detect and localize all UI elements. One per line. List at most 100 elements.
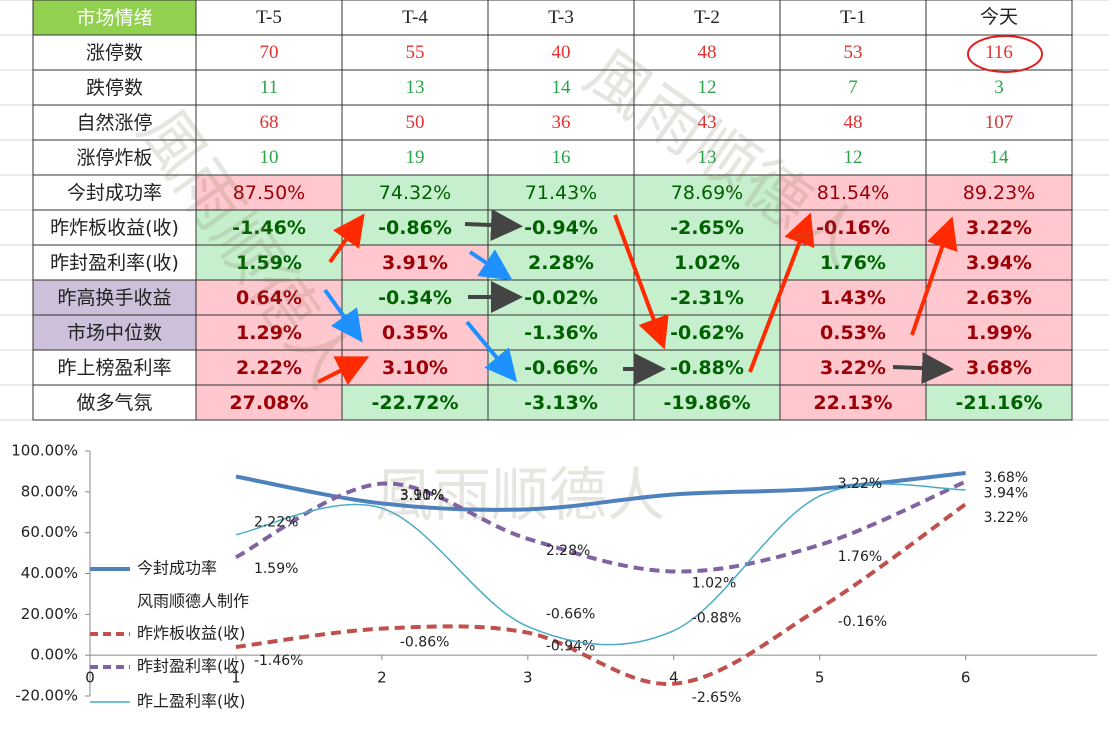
cell: [779, 244, 927, 281]
cell: [925, 174, 1073, 211]
cell: [32, 279, 197, 316]
cell-value: 1.02%: [674, 252, 740, 274]
cell-value: 0.64%: [236, 287, 302, 309]
cell-value: 1.76%: [820, 252, 886, 274]
chart: -20.00% 0.00% 20.00% 40.00% 60.00% 80.00% 100.…: [0, 424, 1109, 741]
watermark: 風雨顺德人: [375, 461, 665, 529]
point-label: 3.68%: [984, 470, 1028, 486]
cell-value: 22.13%: [813, 392, 892, 414]
cell: [487, 384, 635, 421]
cell: [32, 384, 197, 421]
cell-value: 10: [260, 147, 279, 168]
point-label: 2.22%: [254, 515, 298, 531]
header-text: T-4: [402, 7, 428, 28]
cell-value: -0.62%: [670, 322, 744, 344]
x-tick-label: 1: [231, 669, 241, 687]
cell-value: 27.08%: [229, 392, 308, 414]
header-text: T-5: [256, 7, 282, 28]
cell-value: -0.66%: [524, 357, 598, 379]
cell-value: 16: [552, 147, 571, 168]
y-tick-label: 80.00%: [21, 482, 78, 500]
cell: [341, 139, 489, 176]
header-text: 今天: [980, 6, 1018, 28]
row-label: 做多气氛: [76, 392, 152, 414]
header-text: T-2: [694, 7, 720, 28]
cell: [341, 209, 489, 246]
cell-value: -0.94%: [524, 217, 598, 239]
cell-value: 78.69%: [671, 182, 743, 204]
cell-value: -19.86%: [663, 392, 750, 414]
arrow: [464, 209, 523, 242]
cell-value: 3.94%: [966, 252, 1032, 274]
legend-label: 昨封盈利率(收): [137, 657, 246, 676]
cell-value: 2.28%: [528, 252, 594, 274]
cell-value: 36: [552, 112, 571, 133]
arrow: [468, 249, 513, 281]
cell-value: -21.16%: [955, 392, 1042, 414]
cell: [633, 279, 781, 316]
y-tick-label: 60.00%: [21, 523, 78, 541]
arrow: [317, 356, 370, 386]
point-label: -0.66%: [546, 607, 596, 623]
point-label: 3.10%: [400, 488, 444, 504]
x-tick-label: 0: [85, 669, 95, 687]
x-tick-label: 3: [523, 669, 533, 687]
arrow: [328, 213, 365, 264]
cell: [487, 34, 635, 71]
series-line: [235, 471, 966, 512]
cell-value: 116: [985, 42, 1013, 63]
cell-value: 3.22%: [820, 357, 886, 379]
header-text: T-1: [840, 7, 866, 28]
cell: [779, 139, 927, 176]
legend-note: 风雨顺德人制作: [137, 592, 249, 611]
arrow: [892, 352, 954, 385]
x-tick-label: 6: [961, 669, 971, 687]
row-label: 涨停炸板: [76, 147, 152, 169]
point-label: -0.16%: [838, 614, 888, 630]
cell: [925, 104, 1073, 141]
cell-value: 48: [844, 112, 863, 133]
y-tick-label: 0.00%: [30, 646, 78, 664]
cell-value: 3: [994, 77, 1004, 98]
x-tick-label: 4: [669, 669, 679, 687]
header-cell: [341, 0, 489, 36]
cell-value: -0.34%: [378, 287, 452, 309]
cell: [195, 104, 343, 141]
cell-value: 1.29%: [236, 322, 302, 344]
cell-value: 53: [844, 42, 863, 63]
cell-value: 3.91%: [382, 252, 448, 274]
cell-value: 74.32%: [379, 182, 451, 204]
row-label: 市场中位数: [67, 322, 162, 344]
cell: [32, 139, 197, 176]
cell-value: 0.35%: [382, 322, 448, 344]
point-label: -2.65%: [692, 690, 742, 706]
cell: [32, 69, 197, 106]
cell-value: 19: [406, 147, 425, 168]
row-label: 昨封盈利率(收): [50, 252, 179, 274]
cell: [32, 34, 197, 71]
header-text: 市场情绪: [76, 7, 152, 29]
arrow: [748, 212, 815, 373]
header-cell: [925, 0, 1073, 36]
cell-value: -0.86%: [378, 217, 452, 239]
cell-value: 7: [848, 77, 858, 98]
cell-value: 12: [698, 77, 717, 98]
cell-value: 87.50%: [233, 182, 305, 204]
cell: [925, 384, 1073, 421]
cell: [633, 69, 781, 106]
cell-value: 0.53%: [820, 322, 886, 344]
header-text: T-3: [548, 7, 574, 28]
cell-value: 3.22%: [966, 217, 1032, 239]
cell: [779, 104, 927, 141]
cell-value: 14: [552, 77, 572, 98]
arrow: [465, 320, 518, 383]
point-label: -0.88%: [692, 611, 742, 627]
cell: [195, 139, 343, 176]
point-label: 1.59%: [254, 561, 298, 577]
cell-value: -0.02%: [524, 287, 598, 309]
row-label: 昨上榜盈利率: [57, 357, 171, 379]
cell-value: 3.10%: [382, 357, 448, 379]
series-line: [235, 483, 966, 646]
row-label: 昨炸板收益(收): [50, 217, 179, 239]
cell-value: 71.43%: [525, 182, 597, 204]
